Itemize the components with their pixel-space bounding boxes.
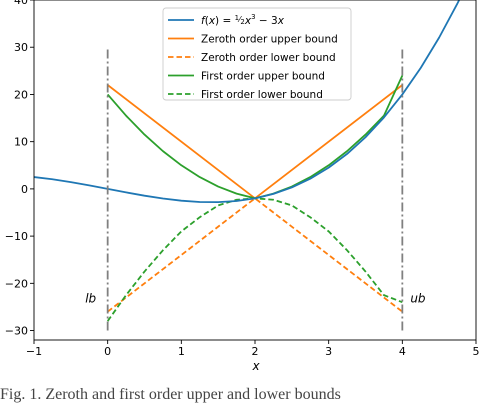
x-tick-label: 2 [252, 345, 259, 358]
y-tick-label: 30 [14, 41, 28, 54]
legend-label-3: First order upper bound [201, 71, 325, 83]
legend-label-2: Zeroth order lower bound [201, 52, 336, 64]
x-tick-label: 3 [325, 345, 332, 358]
legend-label-1: Zeroth order upper bound [201, 34, 338, 46]
bound-label-ub: ub [410, 292, 426, 306]
bound-labels: lb ub [85, 292, 426, 306]
series-line-2 [107, 197, 403, 313]
x-tick-label: −1 [26, 345, 42, 358]
y-tick-label: −30 [5, 325, 28, 338]
figure-caption: Fig. 1. Zeroth and first order upper and… [0, 386, 341, 403]
bound-lines [106, 47, 404, 331]
x-tick-label: 0 [104, 345, 111, 358]
bound-label-lb: lb [85, 292, 96, 306]
x-axis-label: x [251, 359, 260, 373]
y-tick-label: −10 [5, 230, 28, 243]
y-tick-label: 40 [14, 0, 28, 7]
series-line-4 [106, 197, 403, 322]
y-tick-label: 20 [14, 88, 28, 101]
y-tick-label: −20 [5, 277, 28, 290]
x-tick-label: 4 [399, 345, 406, 358]
legend: f(x) = 1⁄2x3 − 3x Zeroth order upper boun… [162, 7, 352, 101]
x-tick-label: 5 [473, 345, 480, 358]
y-tick-label: 10 [14, 136, 28, 149]
legend-label-4: First order lower bound [201, 89, 323, 101]
y-tick-label: 0 [21, 183, 28, 196]
legend-box [162, 7, 352, 101]
x-tick-label: 1 [178, 345, 185, 358]
legend-label-0: f(x) = 1⁄2x3 − 3x [201, 13, 285, 27]
